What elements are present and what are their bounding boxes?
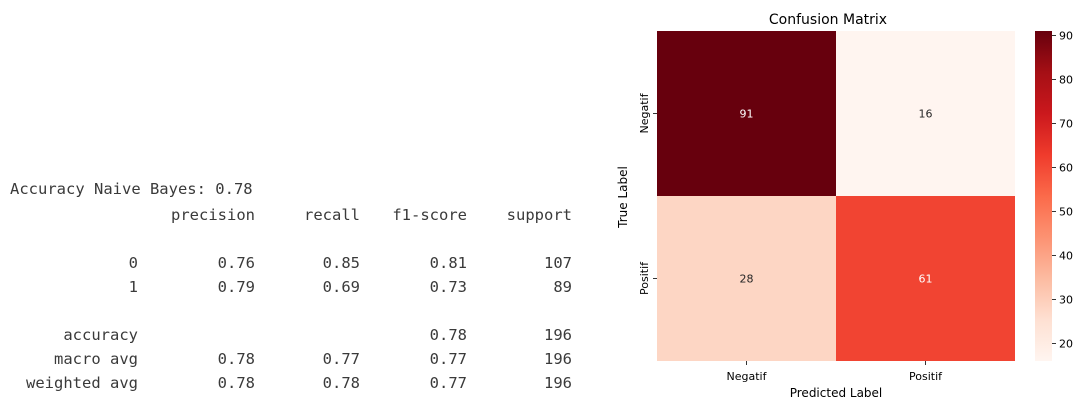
report-cell: 89 [553, 278, 572, 296]
report-cell: 0.78 [429, 326, 467, 344]
cell-value-label: 28 [740, 273, 754, 286]
report-cell: 0.77 [429, 350, 467, 368]
report-header: recall [304, 206, 360, 224]
report-row-label: 0 [128, 254, 138, 272]
colorbar-tick-label: 70 [1059, 117, 1073, 130]
cell-value-label: 91 [740, 108, 754, 121]
report-cell: 0.77 [429, 374, 467, 392]
report-cell: 107 [544, 254, 572, 272]
report-cell: 0.69 [322, 278, 360, 296]
y-tick-label: Positif [638, 261, 651, 295]
colorbar-tick-label: 50 [1059, 205, 1073, 218]
heatmap-cell [836, 196, 1015, 361]
y-tick-label: Negatif [638, 92, 651, 133]
x-tick-label: Negatif [727, 370, 768, 383]
report-cell: 0.81 [429, 254, 467, 272]
report-row-label: accuracy [63, 326, 138, 344]
colorbar-tick-label: 30 [1059, 293, 1073, 306]
colorbar-tick-label: 60 [1059, 161, 1073, 174]
report-header: f1-score [392, 206, 467, 224]
report-cell: 196 [544, 374, 572, 392]
x-axis-label: Predicted Label [790, 386, 883, 400]
report-cell: 196 [544, 326, 572, 344]
report-cell: 0.78 [217, 350, 255, 368]
colorbar-tick-label: 20 [1059, 337, 1073, 350]
report-cell: 0.76 [217, 254, 255, 272]
colorbar-gradient [1035, 31, 1052, 361]
accuracy-line: Accuracy Naive Bayes: 0.78 [10, 180, 253, 198]
colorbar-tick-label: 90 [1059, 29, 1073, 42]
report-row-label: macro avg [54, 350, 138, 368]
report-cell: 0.78 [217, 374, 255, 392]
y-axis-label: True Label [616, 166, 630, 229]
report-cell: 0.73 [429, 278, 467, 296]
heatmap-cell [836, 31, 1015, 196]
axis-tick-labels: Negatif Positif Negatif Positif [638, 92, 943, 383]
report-cell: 196 [544, 350, 572, 368]
colorbar-tick-label: 40 [1059, 249, 1073, 262]
colorbar-tick-label: 80 [1059, 73, 1073, 86]
report-cell: 0.77 [322, 350, 360, 368]
x-tick-label: Positif [909, 370, 943, 383]
report-header: precision [171, 206, 255, 224]
report-cell: 0.85 [322, 254, 360, 272]
cell-value-label: 16 [919, 108, 933, 121]
colorbar: 20 30 40 50 60 70 80 90 [1035, 29, 1073, 361]
heatmap-cell [657, 196, 836, 361]
cell-value-label: 61 [919, 273, 933, 286]
report-header: support [506, 206, 572, 224]
report-row-label: 1 [128, 278, 138, 296]
report-row-label: weighted avg [26, 374, 138, 392]
report-cell: 0.79 [217, 278, 255, 296]
heatmap-cells: 91 16 28 61 [657, 31, 1015, 361]
chart-title: Confusion Matrix [769, 12, 887, 28]
heatmap-cell [657, 31, 836, 196]
report-cell: 0.78 [322, 374, 360, 392]
